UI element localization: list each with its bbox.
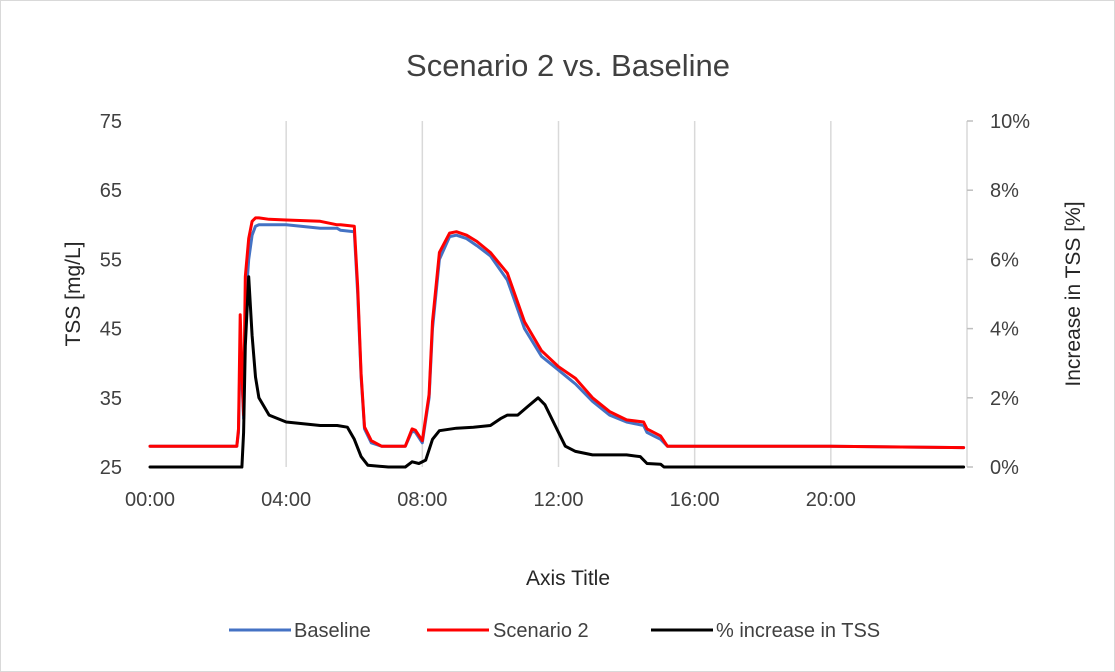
x-tick-label: 00:00 [125,489,175,511]
legend-label-baseline: Baseline [294,620,371,642]
y2-tick-label: 4% [990,319,1019,341]
y-tick-label: 65 [100,180,122,202]
y2-tick-label: 6% [990,249,1019,271]
legend: Baseline Scenario 2 % increase in TSS [229,620,880,642]
y-tick-label: 35 [100,388,122,410]
series-lines [148,216,966,469]
y2-tick-label: 10% [990,111,1030,133]
axes: 00:00 04:00 08:00 12:00 16:00 20:00 25 35 45 55 65… [100,111,1030,511]
x-tick-label: 20:00 [806,489,856,511]
chart-title: Scenario 2 vs. Baseline [406,48,730,83]
y-tick-label: 45 [100,319,122,341]
series-line-increase-in-tss [148,275,966,469]
y2-tick-label: 2% [990,388,1019,410]
series-line-scenario-2 [148,216,966,450]
x-tick-label: 08:00 [397,489,447,511]
y2-axis-title: Increase in TSS [%] [1062,201,1085,386]
x-tick-label: 12:00 [533,489,583,511]
y2-tick-label: 8% [990,180,1019,202]
y-tick-label: 55 [100,249,122,271]
gridlines [285,121,968,467]
x-tick-label: 16:00 [670,489,720,511]
x-axis-title: Axis Title [526,567,610,590]
y-tick-label: 25 [100,457,122,479]
x-tick-label: 04:00 [261,489,311,511]
y-axis-title: TSS [mg/L] [62,241,85,346]
series-line-baseline [148,223,966,450]
y2-tick-label: 0% [990,457,1019,479]
legend-label-scenario-2: Scenario 2 [493,620,589,642]
y-tick-label: 75 [100,111,122,133]
legend-label-increase-in-tss: % increase in TSS [716,620,880,642]
